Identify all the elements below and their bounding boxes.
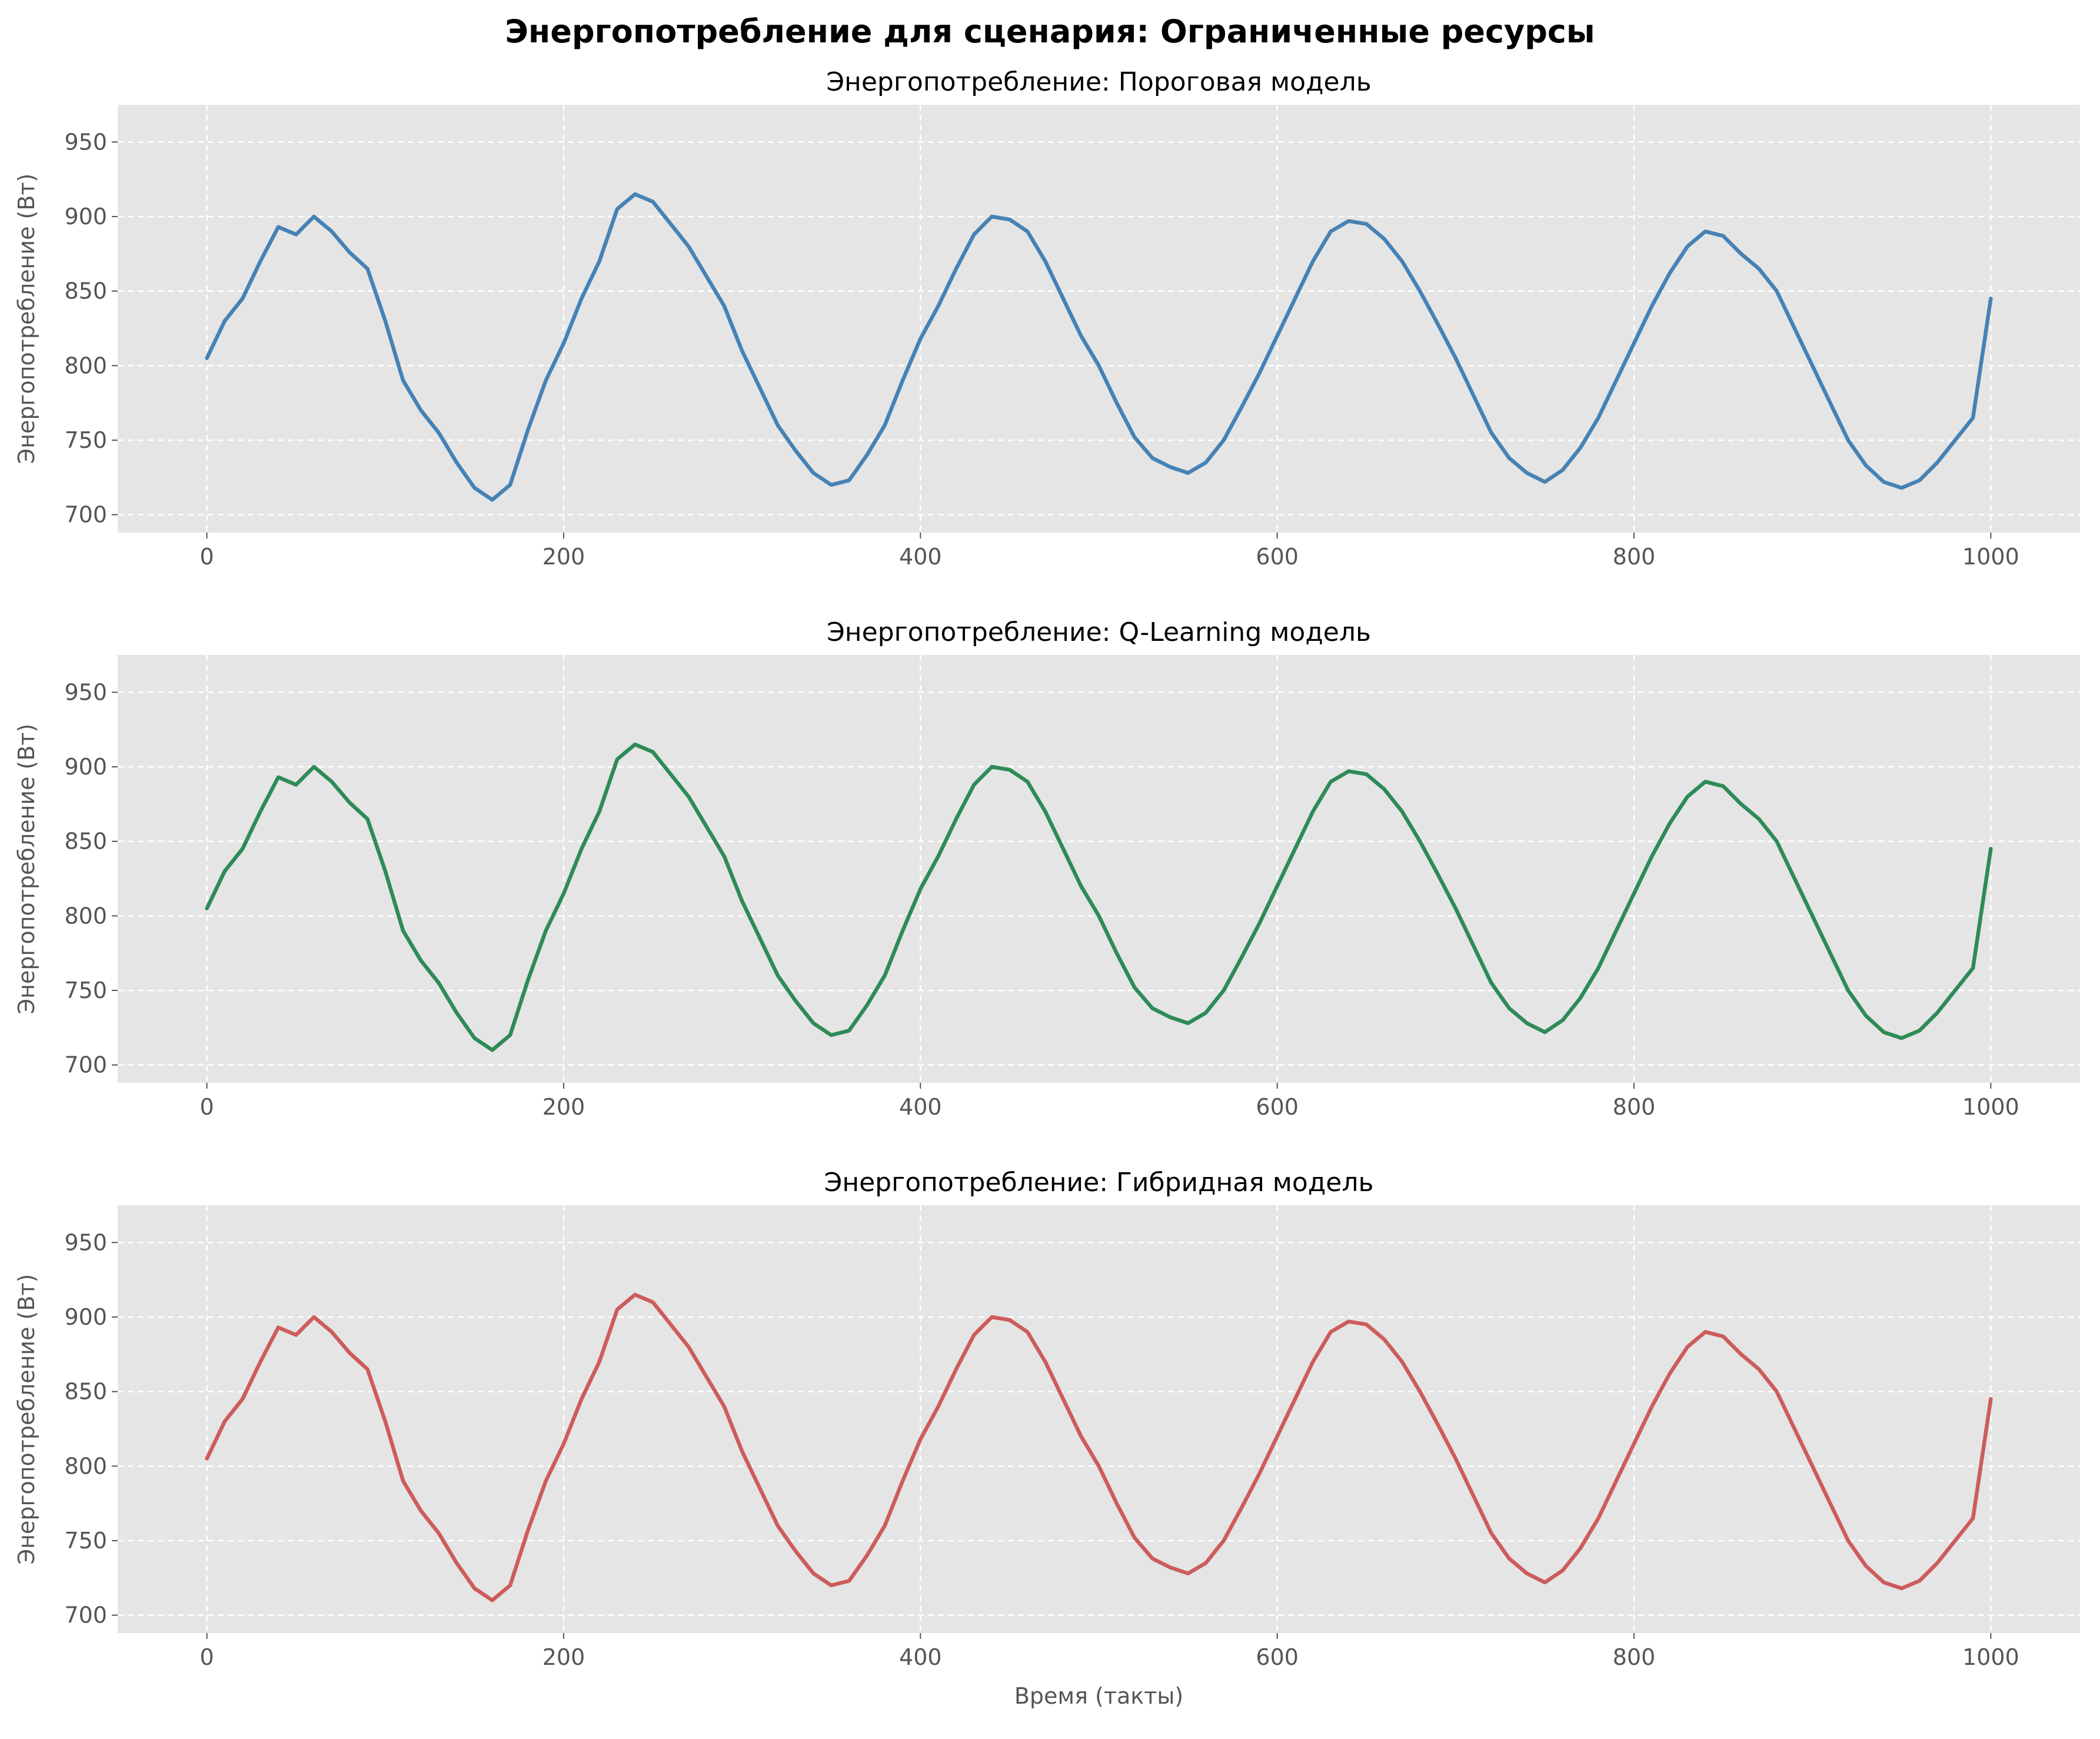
chart-2-x-tick-label-3: 600 (1256, 1094, 1299, 1120)
chart-3-y-tick-label-4: 900 (64, 1304, 107, 1330)
chart-3-plot-area (118, 1205, 2080, 1633)
chart-3-y-tick-label-5: 950 (64, 1229, 107, 1255)
chart-2: 0 200 400 600 800 1000 700 750 800 850 900 950 Энерг… (14, 617, 2080, 1120)
chart-1-plot-area (118, 105, 2080, 533)
chart-1-x-tick-label-2: 400 (899, 544, 942, 570)
chart-2-x-tick-label-1: 200 (543, 1094, 585, 1120)
chart-1-y-tick-label-5: 950 (64, 129, 107, 155)
chart-1: 0 200 400 600 800 1000 700 750 800 850 900 950 Энерг… (14, 67, 2080, 570)
chart-3-x-tick-label-3: 600 (1256, 1644, 1299, 1670)
chart-2-x-tick-label-4: 800 (1613, 1094, 1656, 1120)
chart-2-x-tick-label-2: 400 (899, 1094, 942, 1120)
chart-2-y-tick-label-1: 750 (64, 977, 107, 1003)
chart-2-y-tick-label-2: 800 (64, 903, 107, 929)
chart-1-ylabel: Энергопотребление (Вт) (14, 174, 39, 464)
chart-3-x-tick-label-2: 400 (899, 1644, 942, 1670)
chart-1-y-tick-label-3: 850 (64, 278, 107, 304)
chart-1-title: Энергопотребление: Пороговая модель (826, 67, 1371, 97)
chart-1-x-tick-label-5: 1000 (1962, 544, 2019, 570)
chart-3-series-line-1 (205, 1292, 1993, 1602)
chart-2-y-tick-label-0: 700 (64, 1052, 107, 1078)
chart-3-y-tick-label-3: 850 (64, 1379, 107, 1405)
chart-3-y-tick-label-1: 750 (64, 1528, 107, 1554)
chart-2-title: Энергопотребление: Q-Learning модель (827, 617, 1371, 647)
chart-2-series-line-1 (205, 742, 1993, 1052)
chart-3-y-tick-label-2: 800 (64, 1453, 107, 1479)
chart-2-x-tick-label-0: 0 (199, 1094, 214, 1120)
chart-1-y-tick-label-1: 750 (64, 427, 107, 453)
chart-1-x-tick-label-0: 0 (199, 544, 214, 570)
chart-1-y-tick-label-2: 800 (64, 353, 107, 378)
chart-2-plot-area (118, 655, 2080, 1083)
chart-2-y-tick-label-3: 850 (64, 829, 107, 854)
chart-3-ylabel: Энергопотребление (Вт) (14, 1274, 39, 1565)
chart-3-x-tick-label-4: 800 (1613, 1644, 1656, 1670)
chart-3-x-tick-label-1: 200 (543, 1644, 585, 1670)
chart-2-y-tick-label-5: 950 (64, 679, 107, 705)
chart-3-x-tick-label-5: 1000 (1962, 1644, 2019, 1670)
chart-3-x-tick-label-0: 0 (199, 1644, 214, 1670)
chart-1-y-tick-label-0: 700 (64, 502, 107, 528)
chart-3: 0 200 400 600 800 1000 700 750 800 850 900 950 Энерг… (14, 1168, 2080, 1709)
chart-1-series-line-1 (205, 192, 1993, 502)
chart-1-y-tick-label-4: 900 (64, 204, 107, 230)
chart-3-y-tick-label-0: 700 (64, 1602, 107, 1628)
chart-2-y-tick-label-4: 900 (64, 754, 107, 780)
chart-2-ylabel: Энергопотребление (Вт) (14, 724, 39, 1015)
chart-2-x-tick-label-5: 1000 (1962, 1094, 2019, 1120)
chart-3-title: Энергопотребление: Гибридная модель (824, 1168, 1374, 1198)
chart-1-x-tick-label-4: 800 (1613, 544, 1656, 570)
chart-1-x-tick-label-1: 200 (543, 544, 585, 570)
chart-3-xlabel: Время (такты) (1014, 1683, 1183, 1709)
figure-suptitle: Энергопотребление для сценария: Ограниче… (505, 13, 1595, 50)
chart-1-x-tick-label-3: 600 (1256, 544, 1299, 570)
